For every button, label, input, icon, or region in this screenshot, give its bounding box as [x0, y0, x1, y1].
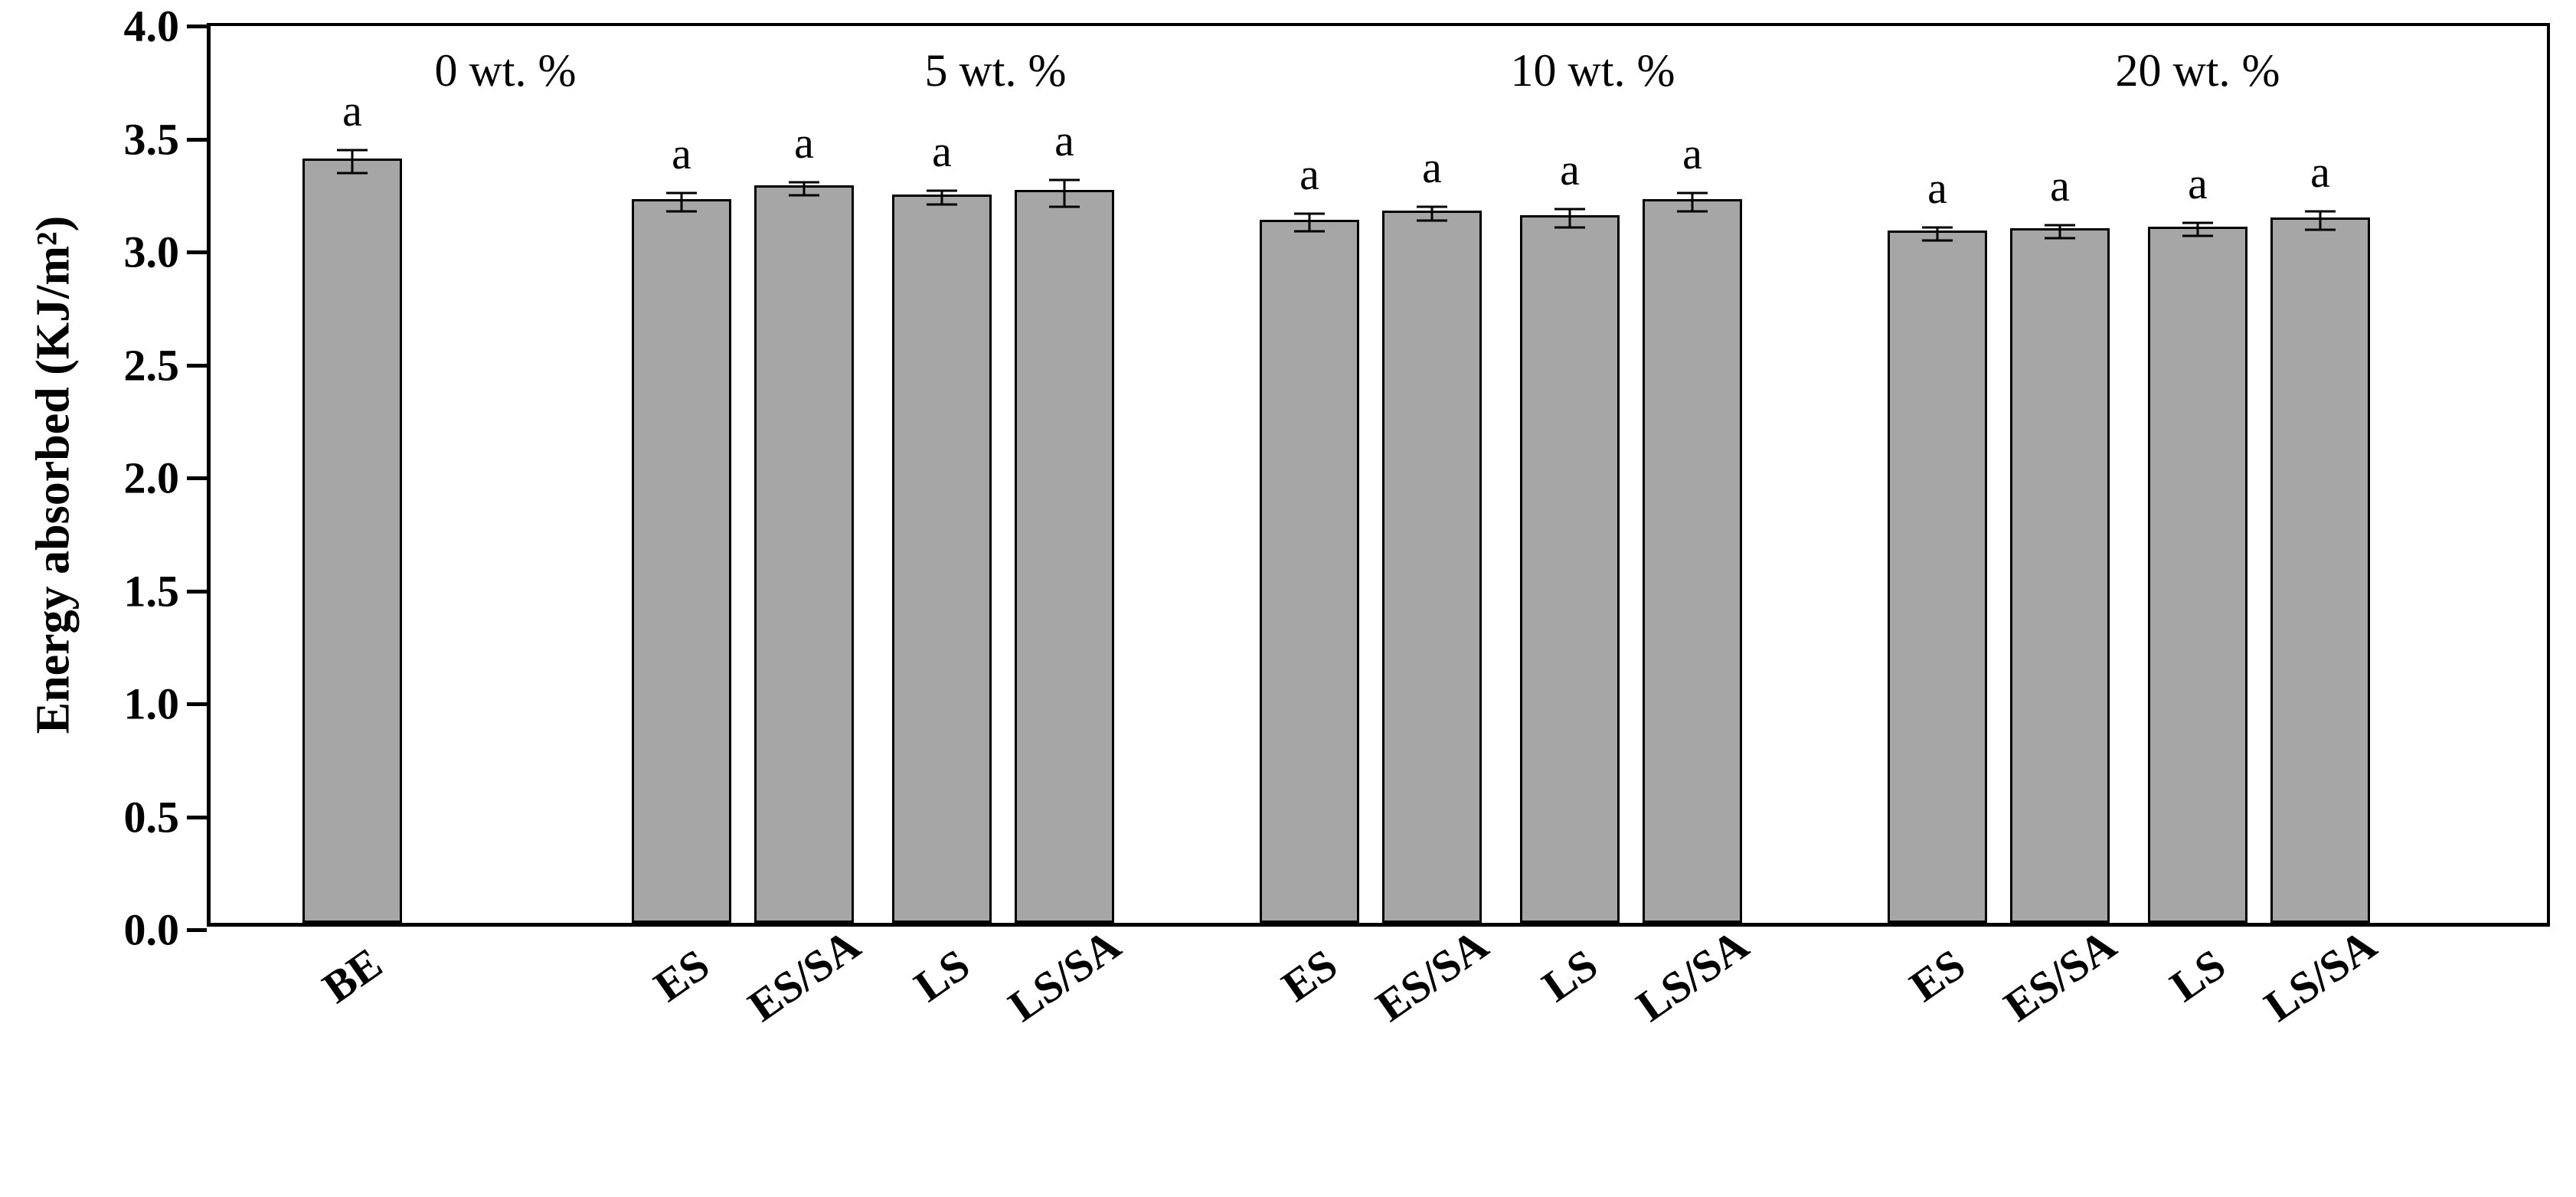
bar [1015, 190, 1114, 923]
y-tick-label: 3.5 [124, 113, 208, 165]
error-cap [927, 204, 957, 206]
error-cap [2182, 221, 2213, 224]
chart-container: 0.0 0.5 1.0 1.5 2.0 2.5 3.0 3.5 4.0 0 wt. % 5 wt. … [0, 0, 2576, 1197]
error-cap [1677, 192, 1708, 195]
bar [1888, 231, 1987, 923]
error-cap [1049, 206, 1080, 208]
y-tick-label: 2.0 [124, 453, 208, 504]
x-tick-label: LS/SA [999, 919, 1129, 1032]
x-tick-label: ES [1901, 939, 1975, 1012]
error-bar [1064, 180, 1066, 207]
error-cap [1922, 226, 1953, 228]
bar [2010, 228, 2110, 923]
error-bar [803, 182, 806, 196]
error-cap [789, 195, 819, 197]
error-bar [1692, 193, 1694, 211]
bar [754, 185, 854, 923]
y-axis-line [207, 26, 211, 927]
bar-significance-letter: a [1927, 162, 1947, 214]
bar-significance-letter: a [1422, 142, 1442, 193]
bar-significance-letter: a [1560, 144, 1580, 195]
error-cap [2305, 228, 2336, 231]
error-cap [666, 210, 697, 212]
error-cap [337, 172, 368, 174]
error-cap [927, 190, 957, 192]
error-cap [1417, 206, 1447, 208]
bar-significance-letter: a [672, 128, 691, 179]
x-tick-label: ES/SA [1995, 919, 2125, 1032]
bar [2148, 227, 2247, 924]
error-cap [1677, 210, 1708, 212]
error-bar [681, 193, 683, 211]
y-tick-label: 1.5 [124, 565, 208, 616]
x-tick-label: LS/SA [2255, 919, 2385, 1032]
x-tick-label: LS [905, 939, 979, 1012]
group-label: 10 wt. % [1511, 44, 1675, 97]
error-cap [1554, 226, 1585, 228]
bar [2270, 217, 2370, 923]
bar-significance-letter: a [932, 126, 952, 177]
y-tick-label: 1.0 [124, 679, 208, 730]
group-label: 5 wt. % [925, 44, 1067, 97]
bar-significance-letter: a [1054, 115, 1074, 166]
y-tick-label: 3.0 [124, 227, 208, 278]
error-cap [1049, 178, 1080, 181]
error-cap [1294, 212, 1325, 214]
y-tick-label: 0.5 [124, 791, 208, 842]
bar-significance-letter: a [1299, 149, 1319, 200]
x-tick-label: LS/SA [1627, 919, 1757, 1032]
error-bar [1569, 209, 1571, 227]
group-label: 0 wt. % [435, 44, 577, 97]
bar-significance-letter: a [342, 85, 362, 136]
x-tick-label: ES [1273, 939, 1347, 1012]
error-bar [1431, 207, 1433, 221]
error-bar [941, 191, 943, 204]
bar [302, 159, 402, 923]
y-tick-label: 4.0 [124, 1, 208, 52]
error-bar [1309, 214, 1311, 232]
bar [1382, 211, 1482, 923]
x-tick-label: LS [2161, 939, 2235, 1012]
x-tick-label: LS [1533, 939, 1607, 1012]
error-cap [2182, 235, 2213, 237]
bar-significance-letter: a [2050, 160, 2070, 211]
bar-significance-letter: a [2188, 158, 2208, 209]
error-cap [1294, 231, 1325, 233]
x-tick-label: BE [313, 937, 391, 1013]
y-tick-label: 2.5 [124, 339, 208, 391]
error-cap [2045, 237, 2075, 240]
bar-significance-letter: a [2310, 146, 2330, 198]
bar-significance-letter: a [1682, 128, 1702, 179]
error-bar [2319, 211, 2322, 230]
bar [632, 199, 731, 923]
y-axis-title: Energy absorbed (KJ/m²) [27, 216, 81, 734]
error-cap [1554, 208, 1585, 210]
error-bar [2059, 225, 2061, 239]
y-tick-label: 0.0 [124, 904, 208, 956]
plot-area: 0.00.51.01.52.02.53.03.54.00 wt. %5 wt. … [207, 23, 2550, 927]
x-tick-label: ES/SA [739, 919, 869, 1032]
bar [1260, 220, 1359, 923]
error-cap [666, 192, 697, 195]
x-tick-label: ES [645, 939, 719, 1012]
error-bar [1937, 227, 1939, 241]
bar [1520, 215, 1620, 923]
error-cap [2305, 210, 2336, 212]
error-cap [2045, 224, 2075, 226]
bar [892, 195, 992, 923]
group-label: 20 wt. % [2116, 44, 2280, 97]
error-cap [337, 149, 368, 152]
error-bar [2197, 223, 2199, 237]
error-cap [1417, 219, 1447, 221]
x-tick-label: ES/SA [1367, 919, 1497, 1032]
bar [1643, 199, 1742, 923]
x-axis-line [207, 923, 2547, 927]
error-cap [789, 181, 819, 183]
bar-significance-letter: a [794, 117, 814, 168]
error-bar [351, 150, 354, 173]
error-cap [1922, 240, 1953, 242]
